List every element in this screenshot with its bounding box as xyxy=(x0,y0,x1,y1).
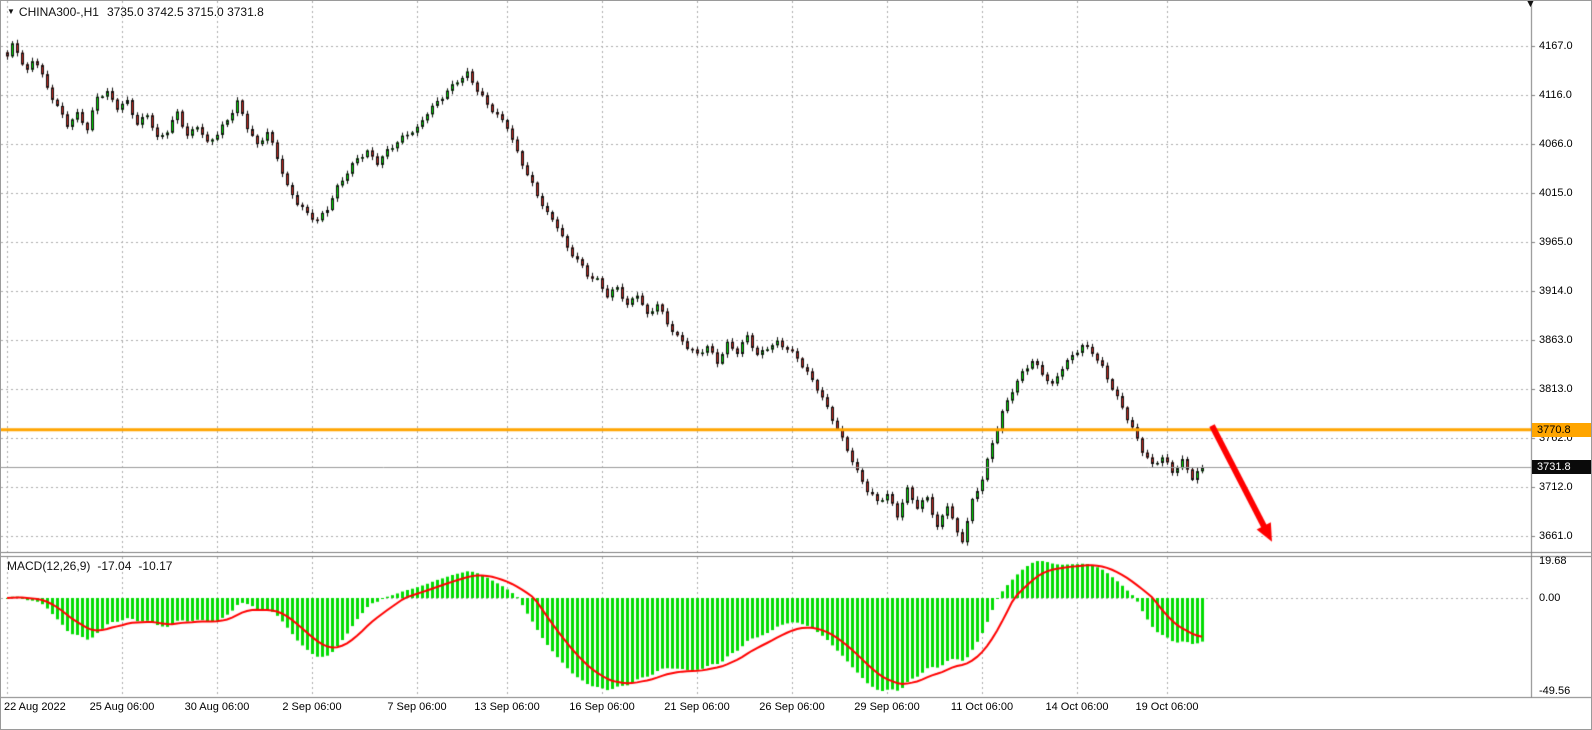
time-tick-label: 13 Sep 06:00 xyxy=(474,701,540,713)
macd-tick-label: 0.00 xyxy=(1539,592,1561,604)
chart-shift-marker-icon: ▼ xyxy=(1525,0,1536,10)
time-tick-label: 7 Sep 06:00 xyxy=(387,701,447,713)
macd-tick-label: 19.68 xyxy=(1539,555,1567,568)
time-tick-label: 16 Sep 06:00 xyxy=(569,701,635,713)
macd-signal-value: -10.17 xyxy=(138,559,173,573)
time-tick-label: 30 Aug 06:00 xyxy=(184,701,250,713)
time-tick-label: 29 Sep 06:00 xyxy=(854,701,920,713)
time-axis[interactable]: 22 Aug 2022 25 Aug 06:00 30 Aug 06:00 2 Sep… xyxy=(1,697,1591,729)
macd-indicator-label: MACD(12,26,9) -17.04 -10.17 xyxy=(7,559,179,573)
price-tick-label: 3914.0 xyxy=(1539,285,1573,297)
time-tick-label: 26 Sep 06:00 xyxy=(759,701,825,713)
time-tick-label: 25 Aug 06:00 xyxy=(89,701,155,713)
price-tick-label: 4116.0 xyxy=(1539,89,1572,102)
time-tick-label: 21 Sep 06:00 xyxy=(664,701,730,713)
price-axis[interactable]: 4167.0 4116.0 4066.0 4015.0 3965.0 3914.0 3863… xyxy=(1531,1,1591,697)
time-tick-label: 22 Aug 2022 xyxy=(4,701,66,713)
hline-price-tag: 3770.8 xyxy=(1532,422,1591,437)
time-tick-label: 11 Oct 06:00 xyxy=(950,701,1014,713)
time-tick-label: 14 Oct 06:00 xyxy=(1045,701,1109,713)
price-tick-label: 3813.0 xyxy=(1539,382,1573,395)
time-tick-label: 2 Sep 06:00 xyxy=(282,701,342,713)
price-tick-label: 4066.0 xyxy=(1539,137,1573,150)
symbol-marker-icon: ▼ xyxy=(7,7,15,16)
price-tick-label: 3712.0 xyxy=(1539,480,1573,493)
ohlc-values: 3735.0 3742.5 3715.0 3731.8 xyxy=(106,5,264,19)
price-tick-label: 3863.0 xyxy=(1539,334,1573,347)
symbol-title: CHINA300-,H1 xyxy=(18,5,99,19)
price-tick-label: 4015.0 xyxy=(1539,187,1573,200)
price-tick-label: 4167.0 xyxy=(1539,40,1573,52)
price-tick-label: 3661.0 xyxy=(1539,530,1573,542)
time-tick-label: 19 Oct 06:00 xyxy=(1135,701,1199,713)
last-price-tag: 3731.8 xyxy=(1532,460,1591,475)
macd-indicator-name: MACD(12,26,9) xyxy=(7,559,91,573)
price-tick-label: 3965.0 xyxy=(1539,235,1573,248)
macd-value: -17.04 xyxy=(97,559,132,573)
chart-title: ▼ CHINA300-,H1 3735.0 3742.5 3715.0 3731.8 xyxy=(7,5,264,19)
macd-tick-label: -49.56 xyxy=(1539,685,1571,697)
